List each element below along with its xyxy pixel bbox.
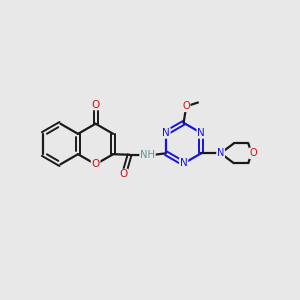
Text: NH: NH (140, 150, 155, 160)
Text: O: O (119, 169, 128, 179)
Text: N: N (217, 148, 224, 158)
Text: O: O (92, 159, 100, 169)
Text: N: N (162, 128, 170, 138)
Text: O: O (92, 100, 100, 110)
Text: O: O (182, 101, 190, 111)
Text: N: N (180, 158, 188, 168)
Text: N: N (197, 128, 205, 138)
Text: O: O (249, 148, 257, 158)
